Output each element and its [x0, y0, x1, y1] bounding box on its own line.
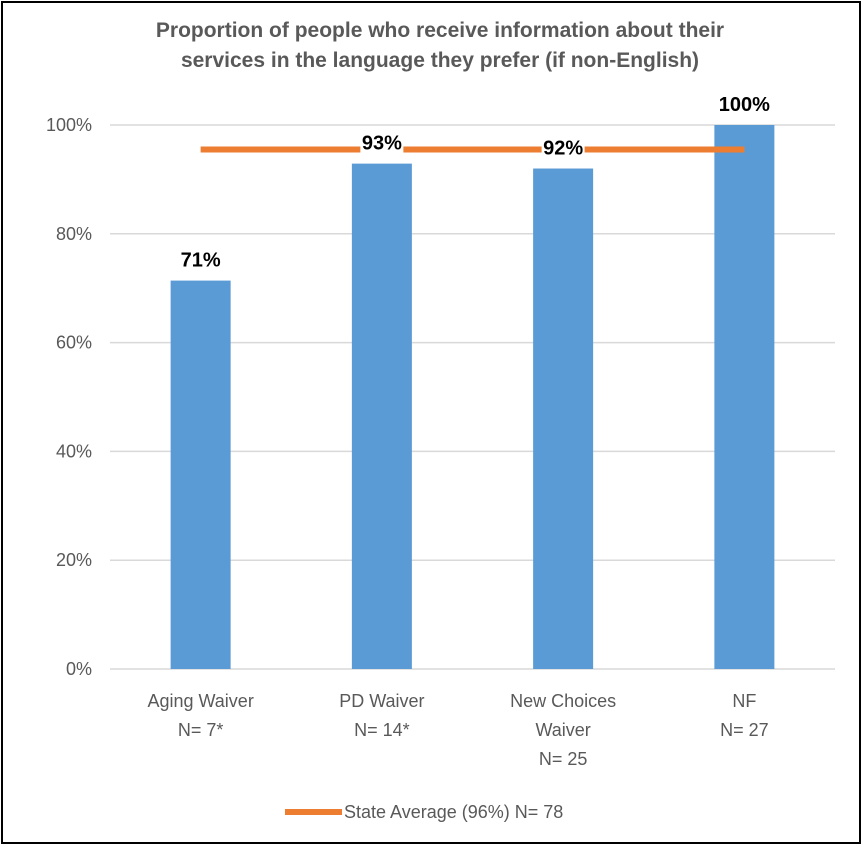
data-label: 92%	[543, 138, 583, 160]
y-tick-label: 0%	[66, 659, 92, 679]
y-tick-label: 20%	[56, 550, 92, 570]
data-label-background	[360, 129, 404, 158]
data-label-background	[541, 134, 585, 163]
x-category-label: Waiver	[535, 720, 590, 740]
x-category-label: Aging Waiver	[147, 691, 253, 711]
y-tick-label: 100%	[46, 115, 92, 135]
data-label: 71%	[181, 250, 221, 272]
y-tick-label: 40%	[56, 441, 92, 461]
bar	[533, 168, 594, 669]
chart-title: services in the language they prefer (if…	[181, 49, 699, 72]
x-category-label: N= 25	[539, 749, 588, 769]
y-tick-label: 60%	[56, 333, 92, 353]
x-category-label: PD Waiver	[339, 691, 424, 711]
x-category-label: New Choices	[510, 691, 616, 711]
x-category-label: N= 7*	[178, 720, 224, 740]
legend-label: State Average (96%) N= 78	[344, 802, 563, 822]
x-category-label: N= 14*	[354, 720, 410, 740]
data-label: 100%	[719, 94, 770, 116]
y-tick-label: 80%	[56, 224, 92, 244]
bar	[351, 163, 412, 669]
x-category-label: N= 27	[720, 720, 769, 740]
x-category-label: NF	[732, 691, 756, 711]
data-label: 93%	[362, 133, 402, 155]
chart-title: Proportion of people who receive informa…	[156, 19, 724, 42]
bar	[714, 125, 775, 669]
bar	[170, 280, 231, 669]
